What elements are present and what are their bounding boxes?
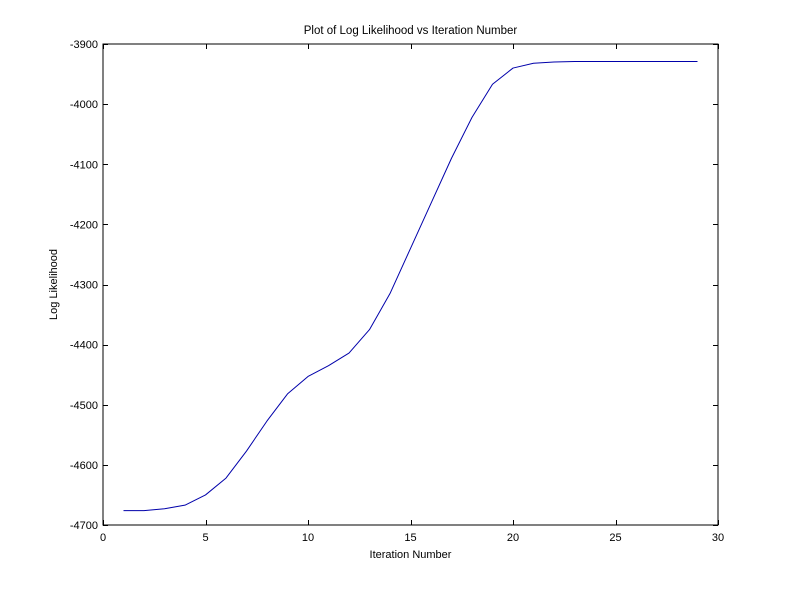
x-tick-label: 30	[712, 532, 724, 544]
y-tick-label: -4300	[70, 280, 98, 292]
x-tick-label: 10	[302, 532, 314, 544]
y-tick-label: -4100	[70, 159, 98, 171]
y-tick-label: -4000	[70, 99, 98, 111]
plot-area	[103, 44, 718, 525]
x-tick-label: 5	[202, 532, 208, 544]
chart-title: Plot of Log Likelihood vs Iteration Numb…	[304, 25, 518, 37]
y-tick-label: -4700	[70, 520, 98, 532]
tick-labels-layer: 0 5 10 15 20 25 30 -3900 -4000 -4100 -4200 -4300 -44…	[70, 39, 724, 544]
series-line	[123, 60, 698, 512]
x-axis-label: Iteration Number	[370, 549, 452, 561]
y-axis-label: Log Likelihood	[48, 249, 60, 320]
x-tick-label: 15	[404, 532, 416, 544]
x-tick-label: 20	[507, 532, 519, 544]
x-tick-label: 25	[609, 532, 621, 544]
y-tick-label: -4400	[70, 340, 98, 352]
y-tick-label: -4200	[70, 219, 98, 231]
plot-frame	[102, 43, 719, 526]
y-tick-label: -4500	[70, 400, 98, 412]
y-tick-label: -3900	[70, 39, 98, 51]
y-tick-label: -4600	[70, 460, 98, 472]
x-tick-label: 0	[100, 532, 106, 544]
